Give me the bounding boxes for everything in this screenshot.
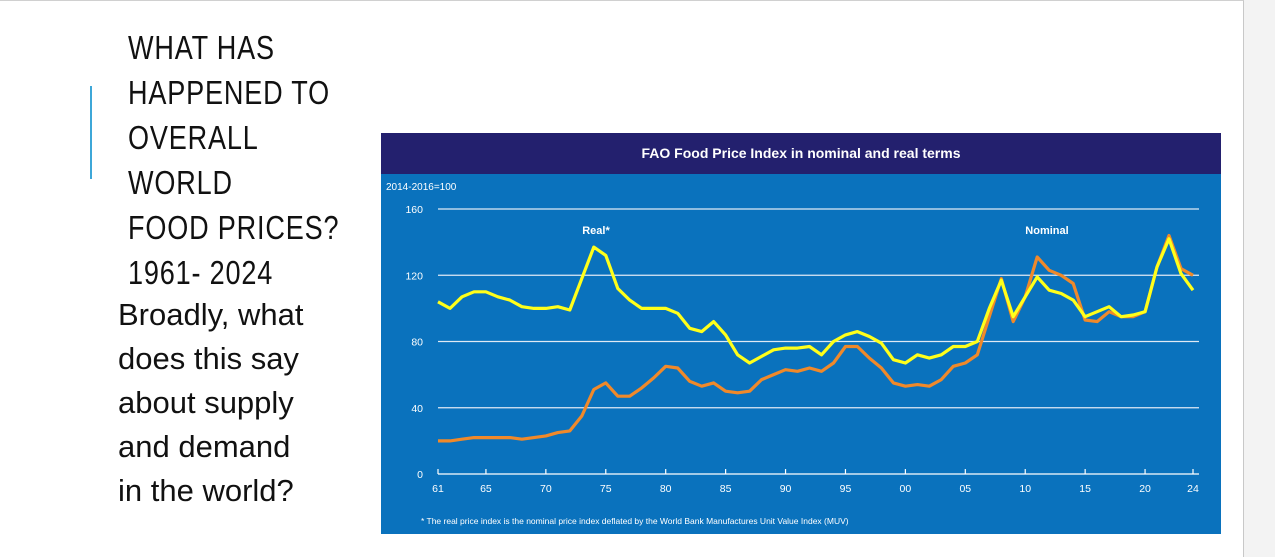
y-tick-label: 80 [411,337,423,349]
x-tick-label: 65 [480,483,492,495]
x-tick-label: 85 [720,483,732,495]
x-tick-label: 70 [540,483,552,495]
y-tick-label: 40 [411,403,423,415]
title-accent-bar [90,86,92,179]
chart-plot: 2014-2016=100 0 40 80 120 160 61 65 70 75 80 85 90 95… [381,133,1221,534]
slide-title: WHAT HAS HAPPENED TO OVERALL WORLD FOOD … [128,25,341,295]
x-tick-label: 05 [959,483,971,495]
x-tick-label: 15 [1079,483,1091,495]
x-tick-label: 90 [780,483,792,495]
x-tick-label: 10 [1019,483,1031,495]
x-tick-label: 00 [900,483,912,495]
slide-body-text: Broadly, what does this say about supply… [118,293,378,513]
series-label-real: Real* [582,225,610,237]
y-tick-label: 160 [405,204,423,216]
x-tick-label: 95 [840,483,852,495]
y-tick-label: 120 [405,270,423,282]
y-tick-label: 0 [417,469,423,481]
x-tick-label: 24 [1187,483,1199,495]
y-axis-unit-label: 2014-2016=100 [386,182,457,193]
slide: WHAT HAS HAPPENED TO OVERALL WORLD FOOD … [0,0,1244,557]
chart-footnote: * The real price index is the nominal pr… [421,516,849,526]
x-tick-label: 80 [660,483,672,495]
x-tick-label: 20 [1139,483,1151,495]
x-tick-label: 75 [600,483,612,495]
chart: FAO Food Price Index in nominal and real… [381,133,1221,534]
series-line-nominal [438,236,1193,441]
series-label-nominal: Nominal [1025,225,1068,237]
x-tick-label: 61 [432,483,444,495]
